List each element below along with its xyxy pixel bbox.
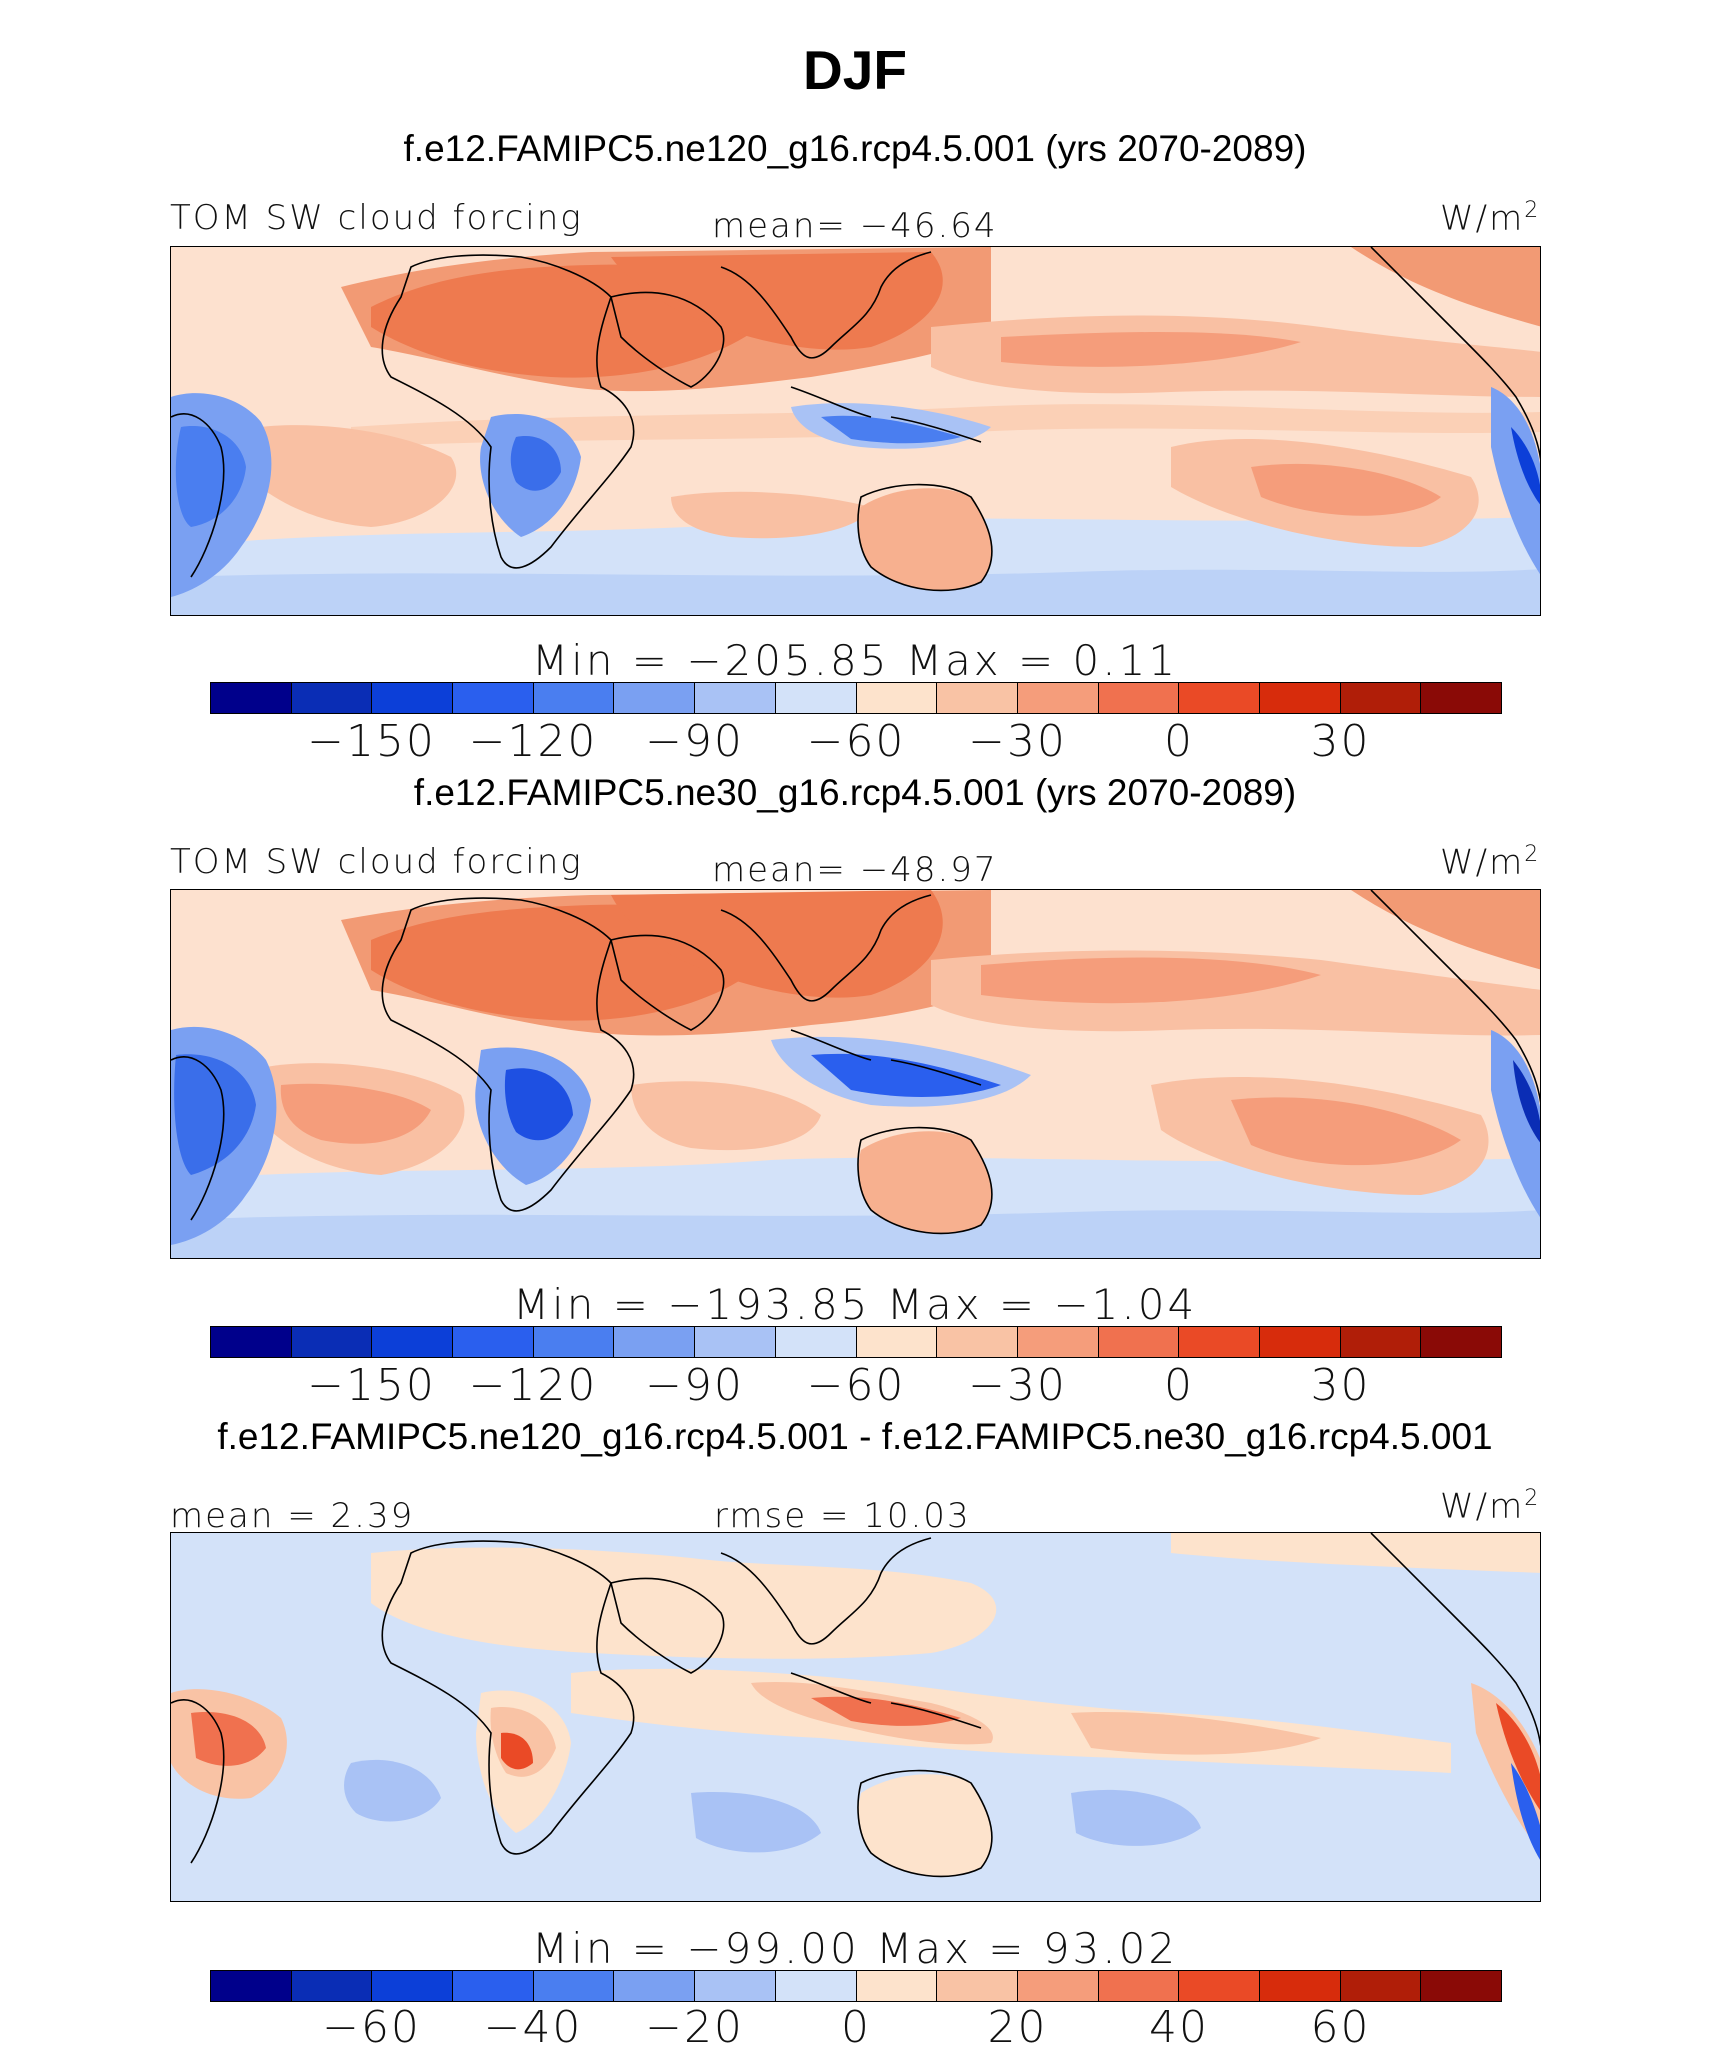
colorbar-tick-label: −90 bbox=[645, 1360, 744, 1411]
colorbar-tick-label: 20 bbox=[987, 2002, 1048, 2053]
panel-2-colorbar bbox=[210, 1326, 1502, 1358]
colorbar-swatch bbox=[1259, 683, 1341, 713]
colorbar-swatch bbox=[1421, 1327, 1501, 1357]
colorbar-tick-label: −120 bbox=[468, 716, 598, 767]
colorbar-swatch bbox=[291, 1327, 373, 1357]
colorbar-swatch bbox=[372, 1327, 454, 1357]
colorbar-swatch bbox=[211, 1971, 292, 2001]
colorbar-swatch bbox=[856, 683, 938, 713]
panel-1-colorbar-ticks: −150 −120 −90 −60 −30 0 30 bbox=[0, 716, 1710, 767]
panel-1-variable-label: TOM SW cloud forcing bbox=[170, 198, 583, 238]
colorbar-tick-label: −40 bbox=[483, 2002, 583, 2053]
colorbar-swatch bbox=[1340, 1327, 1422, 1357]
colorbar-swatch bbox=[1421, 1971, 1501, 2001]
colorbar-swatch bbox=[211, 683, 292, 713]
colorbar-tick-label: −20 bbox=[645, 2002, 744, 2053]
colorbar-swatch bbox=[1340, 683, 1422, 713]
colorbar-swatch bbox=[372, 683, 454, 713]
panel-2-units: W/m2 bbox=[1440, 842, 1541, 883]
colorbar-tick-label: −30 bbox=[968, 716, 1067, 767]
colorbar-swatch bbox=[775, 683, 857, 713]
panel-3-mean-label: mean = 2.39 bbox=[170, 1496, 415, 1536]
colorbar-swatch bbox=[695, 683, 776, 713]
colorbar-swatch bbox=[453, 683, 534, 713]
colorbar-swatch bbox=[614, 1971, 696, 2001]
colorbar-swatch bbox=[291, 683, 373, 713]
colorbar-tick-label: −90 bbox=[645, 716, 744, 767]
panel-1-minmax: Min = −205.85 Max = 0.11 bbox=[531, 636, 1179, 685]
colorbar-swatch bbox=[1098, 1327, 1180, 1357]
colorbar-swatch bbox=[372, 1971, 454, 2001]
colorbar-swatch bbox=[453, 1971, 534, 2001]
colorbar-swatch bbox=[1179, 1971, 1260, 2001]
panel-2-mean-label: mean= −48.97 bbox=[712, 850, 998, 890]
colorbar-tick-label: 30 bbox=[1310, 716, 1371, 767]
colorbar-tick-label: 40 bbox=[1149, 2002, 1209, 2053]
colorbar-swatch bbox=[211, 1327, 292, 1357]
colorbar-swatch bbox=[533, 683, 615, 713]
colorbar-swatch bbox=[695, 1971, 776, 2001]
panel-1-colorbar bbox=[210, 682, 1502, 714]
panel-3-minmax: Min = −99.00 Max = 93.02 bbox=[531, 1924, 1179, 1973]
colorbar-tick-label: −60 bbox=[806, 1360, 906, 1411]
panel-2-map bbox=[170, 889, 1541, 1259]
colorbar-tick-label: 0 bbox=[841, 2002, 871, 2053]
colorbar-swatch bbox=[1017, 683, 1099, 713]
colorbar-swatch bbox=[1017, 1971, 1099, 2001]
panel-3-colorbar-ticks: −60 −40 −20 0 20 40 60 bbox=[0, 2002, 1710, 2053]
panel-2-case-title: f.e12.FAMIPC5.ne30_g16.rcp4.5.001 (yrs 2… bbox=[413, 772, 1297, 813]
colorbar-swatch bbox=[775, 1327, 857, 1357]
panel-3-colorbar bbox=[210, 1970, 1502, 2002]
panel-2-colorbar-ticks: −150 −120 −90 −60 −30 0 30 bbox=[0, 1360, 1710, 1411]
figure-title: DJF bbox=[803, 39, 907, 101]
colorbar-swatch bbox=[1259, 1971, 1341, 2001]
colorbar-swatch bbox=[614, 1327, 696, 1357]
colorbar-swatch bbox=[1017, 1327, 1099, 1357]
colorbar-tick-label: 0 bbox=[1164, 1360, 1194, 1411]
colorbar-swatch bbox=[614, 683, 696, 713]
colorbar-swatch bbox=[1179, 683, 1260, 713]
colorbar-tick-label: 60 bbox=[1310, 2002, 1371, 2053]
colorbar-swatch bbox=[533, 1327, 615, 1357]
colorbar-swatch bbox=[775, 1971, 857, 2001]
colorbar-swatch bbox=[1259, 1327, 1341, 1357]
colorbar-swatch bbox=[937, 1327, 1018, 1357]
colorbar-swatch bbox=[856, 1327, 938, 1357]
panel-3-case-title: f.e12.FAMIPC5.ne120_g16.rcp4.5.001 - f.e… bbox=[217, 1416, 1493, 1457]
colorbar-tick-label: −30 bbox=[968, 1360, 1067, 1411]
panel-3-units: W/m2 bbox=[1440, 1486, 1541, 1527]
colorbar-tick-label: 0 bbox=[1164, 716, 1194, 767]
panel-1-mean-label: mean= −46.64 bbox=[712, 206, 998, 246]
colorbar-tick-label: 30 bbox=[1310, 1360, 1371, 1411]
colorbar-swatch bbox=[1098, 683, 1180, 713]
colorbar-swatch bbox=[1098, 1971, 1180, 2001]
colorbar-swatch bbox=[453, 1327, 534, 1357]
panel-1-case-title: f.e12.FAMIPC5.ne120_g16.rcp4.5.001 (yrs … bbox=[403, 128, 1307, 169]
colorbar-tick-label: −60 bbox=[322, 2002, 421, 2053]
colorbar-tick-label: −60 bbox=[806, 716, 906, 767]
colorbar-swatch bbox=[1340, 1971, 1422, 2001]
panel-2-variable-label: TOM SW cloud forcing bbox=[170, 842, 583, 882]
colorbar-swatch bbox=[856, 1971, 938, 2001]
colorbar-swatch bbox=[291, 1971, 373, 2001]
panel-3-map bbox=[170, 1532, 1541, 1902]
panel-2-minmax: Min = −193.85 Max = −1.04 bbox=[512, 1280, 1198, 1329]
colorbar-swatch bbox=[1421, 683, 1501, 713]
panel-1-units: W/m2 bbox=[1440, 198, 1541, 239]
panel-3-rmse-label: rmse = 10.03 bbox=[714, 1496, 971, 1536]
colorbar-swatch bbox=[1179, 1327, 1260, 1357]
colorbar-tick-label: −120 bbox=[468, 1360, 598, 1411]
colorbar-tick-label: −150 bbox=[307, 716, 436, 767]
colorbar-swatch bbox=[937, 683, 1018, 713]
colorbar-swatch bbox=[533, 1971, 615, 2001]
colorbar-swatch bbox=[937, 1971, 1018, 2001]
colorbar-tick-label: −150 bbox=[307, 1360, 436, 1411]
panel-1-map bbox=[170, 246, 1541, 616]
colorbar-swatch bbox=[695, 1327, 776, 1357]
